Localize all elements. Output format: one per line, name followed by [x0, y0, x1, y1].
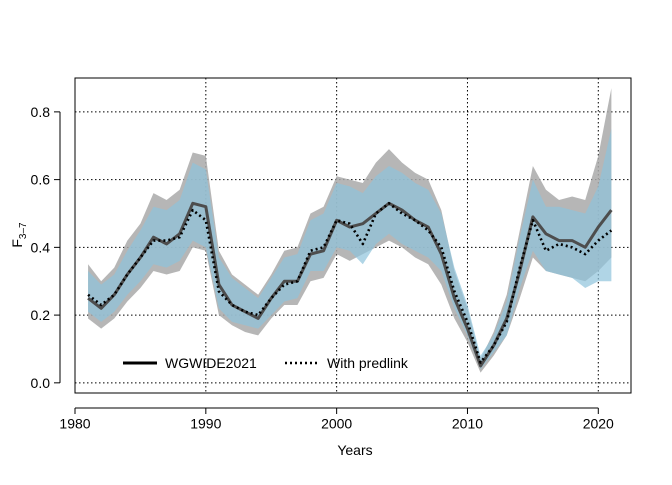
x-tick-label-3: 2010 — [452, 415, 483, 431]
x-tick-label-0: 1980 — [59, 415, 90, 431]
line-layer — [87, 201, 613, 368]
y-tick-label-1: 0.2 — [31, 307, 51, 323]
legend: WGWIDE2021 With predlink — [123, 355, 409, 371]
y-tick-label-0: 0.0 — [31, 375, 51, 391]
x-tick-label-4: 2020 — [583, 415, 614, 431]
y-axis-label-subscript: 3–7 — [18, 222, 29, 239]
y-tick-label-3: 0.6 — [31, 172, 51, 188]
band-layer — [88, 88, 612, 373]
axis-layer: 1980 1990 2000 2010 2020 0.0 0.2 0.4 0.6 0.8 — [31, 104, 615, 432]
y-axis-label: F3–7 — [9, 222, 29, 248]
y-tick-label-4: 0.8 — [31, 104, 51, 120]
legend-label-0: WGWIDE2021 — [165, 355, 257, 371]
x-tick-label-2: 2000 — [321, 415, 352, 431]
series-line-1 — [87, 202, 613, 364]
plot-frame — [74, 77, 632, 394]
legend-label-1: With predlink — [327, 355, 409, 371]
x-tick-label-1: 1990 — [190, 415, 221, 431]
confidence-band-1 — [88, 128, 612, 370]
y-tick-label-2: 0.4 — [31, 239, 51, 255]
x-axis-label: Years — [337, 442, 372, 458]
y-axis-label-main: F — [9, 239, 25, 248]
